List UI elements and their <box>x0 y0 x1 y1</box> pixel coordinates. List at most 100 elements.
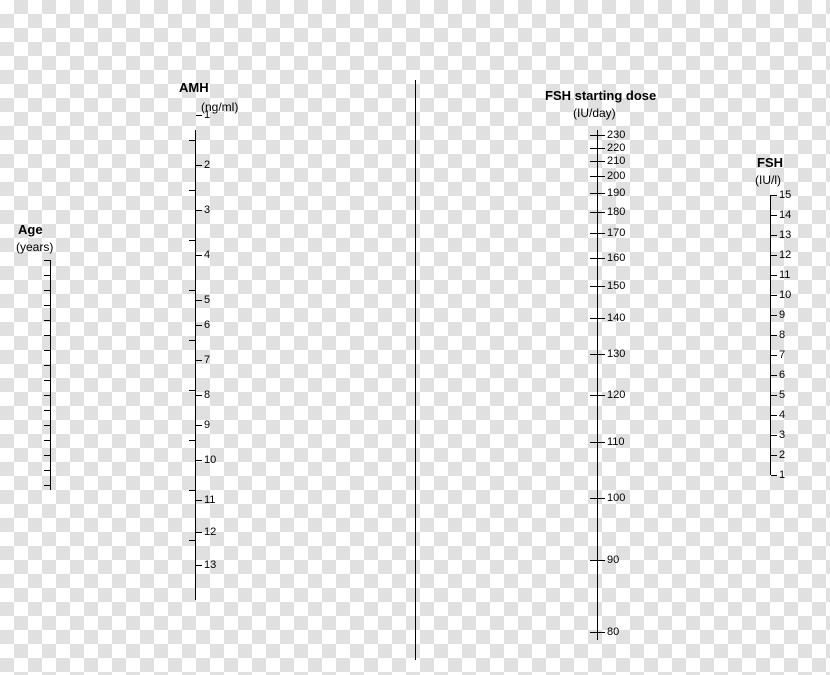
tick <box>189 390 195 391</box>
tick <box>598 176 605 177</box>
tick <box>44 440 50 441</box>
tick <box>590 161 597 162</box>
tick <box>598 148 605 149</box>
amh-title: AMH <box>179 80 209 95</box>
tick-label: 3 <box>779 429 785 441</box>
tick <box>44 470 50 471</box>
tick <box>598 354 605 355</box>
tick <box>598 632 605 633</box>
tick <box>189 540 195 541</box>
fsh-unit: (IU/l) <box>755 173 781 187</box>
amh-axis <box>195 130 196 600</box>
tick <box>771 295 777 296</box>
fsh-dose-title: FSH starting dose <box>545 88 656 103</box>
fsh-title: FSH <box>757 155 783 170</box>
tick <box>771 455 777 456</box>
tick <box>771 275 777 276</box>
tick <box>598 135 605 136</box>
tick <box>196 255 202 256</box>
tick <box>590 286 597 287</box>
tick <box>44 350 50 351</box>
tick <box>196 325 202 326</box>
tick-label: 11 <box>779 269 790 281</box>
tick <box>771 415 777 416</box>
age-unit: (years) <box>16 240 53 254</box>
tick <box>44 425 50 426</box>
tick <box>196 565 202 566</box>
tick-label: 5 <box>779 389 785 401</box>
center-divider <box>415 80 416 660</box>
tick-label: 2 <box>204 159 210 171</box>
tick <box>590 176 597 177</box>
tick-label: 5 <box>204 294 210 306</box>
tick <box>598 233 605 234</box>
tick <box>590 193 597 194</box>
tick <box>590 442 597 443</box>
tick <box>771 255 777 256</box>
tick-label: 6 <box>779 369 785 381</box>
tick-label: 11 <box>204 494 215 506</box>
tick-label: 4 <box>779 409 785 421</box>
tick <box>44 380 50 381</box>
tick <box>771 395 777 396</box>
tick <box>771 315 777 316</box>
tick-label: 170 <box>607 227 625 239</box>
tick <box>590 560 597 561</box>
tick <box>196 500 202 501</box>
tick <box>598 395 605 396</box>
tick-label: 110 <box>607 436 625 448</box>
tick <box>590 498 597 499</box>
tick <box>771 375 777 376</box>
tick <box>590 354 597 355</box>
tick <box>189 190 195 191</box>
tick <box>189 440 195 441</box>
tick-label: 210 <box>607 155 625 167</box>
tick-label: 180 <box>607 206 625 218</box>
tick-label: 12 <box>779 249 791 261</box>
tick-label: 100 <box>607 492 625 504</box>
tick <box>44 260 50 261</box>
tick <box>44 485 50 486</box>
tick-label: 220 <box>607 142 625 154</box>
tick <box>598 318 605 319</box>
tick <box>44 305 50 306</box>
tick <box>590 318 597 319</box>
tick <box>771 435 777 436</box>
tick-label: 190 <box>607 187 625 199</box>
tick <box>590 148 597 149</box>
tick-label: 120 <box>607 389 625 401</box>
tick <box>44 395 50 396</box>
tick <box>196 300 202 301</box>
tick <box>598 442 605 443</box>
tick <box>771 235 777 236</box>
tick <box>44 335 50 336</box>
tick-label: 80 <box>607 626 619 638</box>
tick-label: 10 <box>204 454 216 466</box>
tick <box>196 115 202 116</box>
tick <box>598 498 605 499</box>
tick <box>44 365 50 366</box>
tick <box>590 632 597 633</box>
tick <box>196 395 202 396</box>
tick <box>590 212 597 213</box>
tick <box>44 410 50 411</box>
tick <box>771 475 777 476</box>
tick-label: 130 <box>607 348 625 360</box>
tick <box>598 258 605 259</box>
tick <box>771 215 777 216</box>
tick-label: 90 <box>607 554 619 566</box>
tick <box>598 560 605 561</box>
tick-label: 6 <box>204 319 210 331</box>
tick <box>590 395 597 396</box>
tick-label: 9 <box>204 419 210 431</box>
tick <box>196 210 202 211</box>
tick <box>196 425 202 426</box>
tick <box>44 320 50 321</box>
tick-label: 7 <box>779 349 785 361</box>
tick <box>598 161 605 162</box>
tick <box>196 360 202 361</box>
tick <box>598 212 605 213</box>
tick-label: 7 <box>204 354 210 366</box>
tick-label: 160 <box>607 252 625 264</box>
tick <box>196 460 202 461</box>
